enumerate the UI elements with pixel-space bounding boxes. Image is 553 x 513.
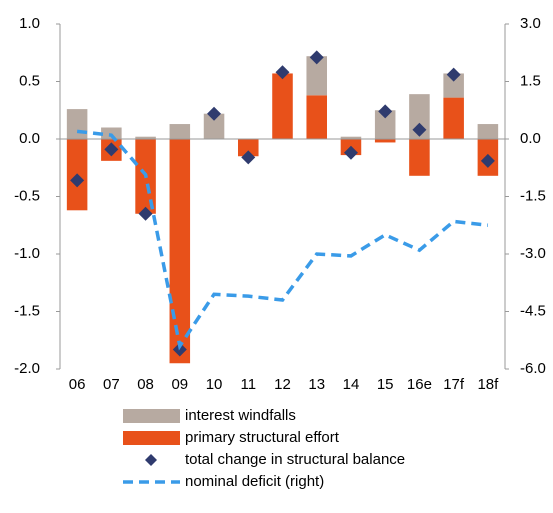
legend-swatch [123, 409, 180, 423]
bar [374, 139, 396, 143]
bar [238, 139, 259, 157]
y-tick-label: -1.5 [14, 302, 40, 319]
y2-tick-label: -1.5 [520, 187, 546, 204]
bar [409, 94, 430, 139]
bar [66, 109, 88, 139]
bar [477, 124, 499, 139]
marker [343, 145, 358, 160]
y2-tick-label: -6.0 [520, 360, 546, 377]
x-tick-label: 09 [171, 376, 188, 393]
marker [207, 106, 222, 121]
y-tick-label: 0.5 [19, 72, 40, 89]
bar [169, 139, 191, 364]
legend-label: total change in structural balance [185, 451, 405, 468]
marker [241, 150, 256, 165]
x-tick-label: 10 [206, 376, 223, 393]
y2-tick-label: -3.0 [520, 245, 546, 262]
marker [104, 142, 119, 157]
legend-label: nominal deficit (right) [185, 473, 324, 490]
y-tick-label: -0.5 [14, 187, 40, 204]
x-tick-label: 07 [103, 376, 120, 393]
y2-tick-label: 3.0 [520, 15, 541, 32]
bar [272, 73, 293, 139]
marker [275, 65, 290, 80]
marker [70, 173, 85, 188]
x-tick-label: 16e [407, 376, 432, 393]
y-tick-label: -2.0 [14, 360, 40, 377]
x-tick-label: 14 [343, 376, 360, 393]
y2-tick-label: -4.5 [520, 302, 546, 319]
bar [306, 56, 327, 96]
bar [135, 136, 156, 139]
x-tick-label: 17f [443, 376, 465, 393]
bar [374, 110, 396, 139]
line [76, 129, 489, 351]
bar [443, 73, 464, 98]
x-tick-label: 12 [274, 376, 291, 393]
bar [409, 139, 430, 176]
marker [480, 153, 495, 168]
x-tick-label: 06 [69, 376, 86, 393]
y-tick-label: -1.0 [14, 245, 40, 262]
bar [101, 127, 122, 139]
y-tick-label: 1.0 [19, 15, 40, 32]
marker [378, 104, 393, 119]
legend-swatch [123, 431, 180, 445]
y2-tick-label: 0.0 [520, 130, 541, 147]
marker [309, 50, 324, 65]
legend-swatch [145, 454, 157, 466]
legend-label: interest windfalls [185, 407, 296, 424]
x-tick-label: 18f [477, 376, 499, 393]
x-tick-label: 15 [377, 376, 394, 393]
x-tick-label: 08 [137, 376, 154, 393]
bar [340, 136, 362, 139]
bar [443, 97, 464, 139]
x-tick-label: 13 [308, 376, 325, 393]
bar [203, 113, 225, 139]
y-tick-label: 0.0 [19, 130, 40, 147]
y2-tick-label: 1.5 [520, 72, 541, 89]
bar [306, 95, 327, 139]
x-tick-label: 11 [240, 376, 256, 393]
legend-label: primary structural effort [185, 429, 340, 446]
bar [169, 124, 191, 139]
marker [412, 122, 427, 137]
marker [172, 342, 187, 357]
marker [446, 67, 461, 82]
marker [138, 206, 153, 221]
